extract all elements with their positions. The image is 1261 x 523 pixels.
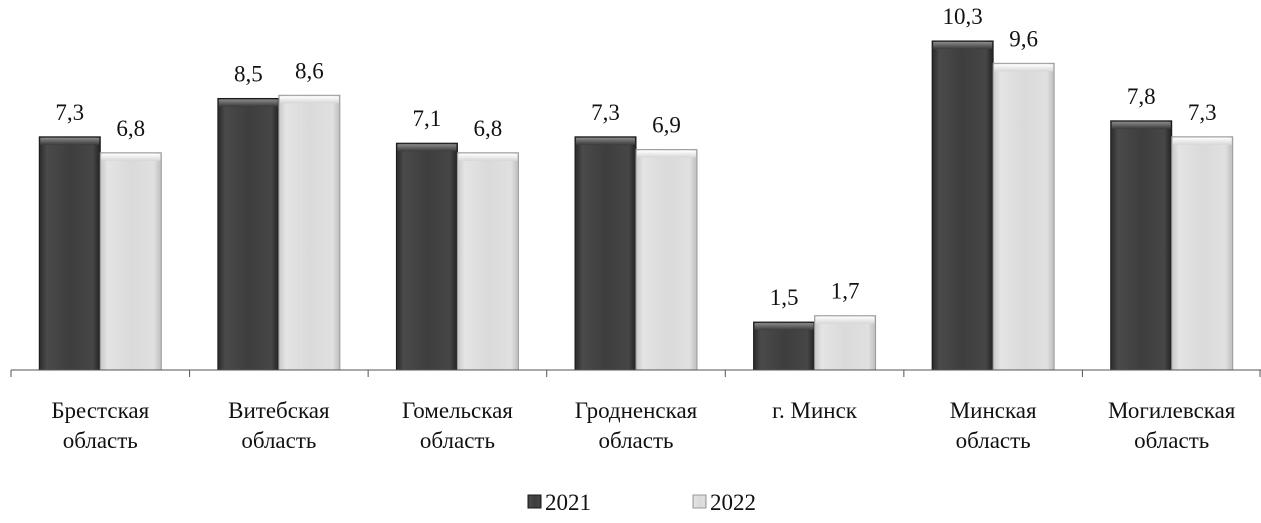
- bar-2021-0: [38, 136, 101, 371]
- legend-swatch-2022: [692, 494, 707, 509]
- bar-cap-2021-3: [576, 137, 635, 145]
- category-label-0: Брестская область: [51, 398, 149, 453]
- bar-2021-5: [931, 40, 994, 371]
- data-label-2022-3: 6,9: [652, 113, 681, 138]
- bar-cap-2022-3: [637, 150, 696, 158]
- bar-2022-4: [814, 315, 877, 371]
- data-label-2021-3: 7,3: [591, 100, 620, 125]
- category-label-line: область: [420, 428, 495, 453]
- category-label-line: область: [1134, 428, 1209, 453]
- bar-cap-2021-1: [218, 99, 278, 107]
- data-label-2022-1: 8,6: [295, 58, 324, 83]
- legend-label-2021: 2021: [545, 490, 591, 515]
- bar-2021-1: [217, 97, 280, 371]
- data-label-2022-2: 6,8: [474, 116, 503, 141]
- data-label-2021-0: 7,3: [55, 100, 84, 125]
- bar-cap-2022-0: [101, 153, 161, 161]
- data-label-2021-2: 7,1: [413, 106, 442, 131]
- bar-cap-2022-5: [994, 64, 1054, 72]
- data-label-2022-0: 6,8: [116, 116, 145, 141]
- data-label-2021-1: 8,5: [234, 61, 263, 86]
- data-label-2022-6: 7,3: [1188, 100, 1217, 125]
- category-label-5: Минская область: [950, 398, 1037, 453]
- bar-cap-2021-2: [397, 144, 457, 152]
- bar-2022-5: [992, 62, 1055, 371]
- category-label-line: Гродненская: [575, 398, 698, 423]
- category-label-3: Гродненская область: [575, 398, 698, 453]
- category-label-line: Витебская: [228, 398, 330, 423]
- data-label-2021-5: 10,3: [943, 4, 983, 29]
- data-label-2021-4: 1,5: [770, 285, 799, 310]
- data-label-2021-6: 7,8: [1127, 84, 1156, 109]
- data-label-2022-5: 9,6: [1009, 26, 1038, 51]
- legend-label-2022: 2022: [710, 490, 756, 515]
- bar-cap-2021-5: [933, 41, 993, 49]
- bar-cap-2021-4: [754, 323, 814, 331]
- bar-2022-6: [1171, 136, 1234, 371]
- data-labels-layer: 7,3 6,8 8,5 8,6 7,1 6,8 7,3 6,9 1,5 1,7 10,3 9,6 7,8…: [55, 4, 1216, 310]
- bar-cap-2022-1: [279, 96, 339, 104]
- bar-cap-2022-4: [815, 316, 875, 324]
- data-label-2022-4: 1,7: [831, 279, 860, 304]
- bar-2022-0: [99, 152, 162, 371]
- bar-cap-2022-2: [458, 153, 518, 161]
- bar-cap-2021-0: [40, 137, 100, 145]
- bar-cap-2021-6: [1111, 121, 1171, 129]
- category-label-6: Могилевская область: [1108, 398, 1236, 453]
- bar-2021-2: [395, 142, 458, 371]
- category-label-line: область: [241, 428, 316, 453]
- x-axis: [10, 369, 1261, 377]
- category-label-line: Гомельская: [402, 398, 513, 423]
- category-label-line: область: [598, 428, 673, 453]
- bar-2022-3: [635, 149, 698, 371]
- category-label-line: область: [63, 428, 138, 453]
- category-label-line: Брестская: [51, 398, 149, 423]
- category-label-line: г. Минск: [772, 398, 858, 423]
- legend: 2021 2022: [527, 490, 756, 515]
- bar-2022-1: [278, 94, 341, 371]
- category-label-line: Могилевская: [1108, 398, 1236, 423]
- bars-layer: [38, 40, 1234, 371]
- category-label-1: Витебская область: [228, 398, 330, 453]
- legend-swatch-2021: [527, 494, 542, 509]
- category-label-2: Гомельская область: [402, 398, 513, 453]
- category-label-line: область: [956, 428, 1031, 453]
- bar-2022-2: [456, 152, 519, 371]
- bar-2021-6: [1110, 120, 1173, 371]
- bar-cap-2022-6: [1172, 137, 1232, 145]
- category-label-4: г. Минск: [772, 398, 858, 423]
- bar-2021-3: [574, 136, 637, 371]
- category-label-line: Минская: [950, 398, 1037, 423]
